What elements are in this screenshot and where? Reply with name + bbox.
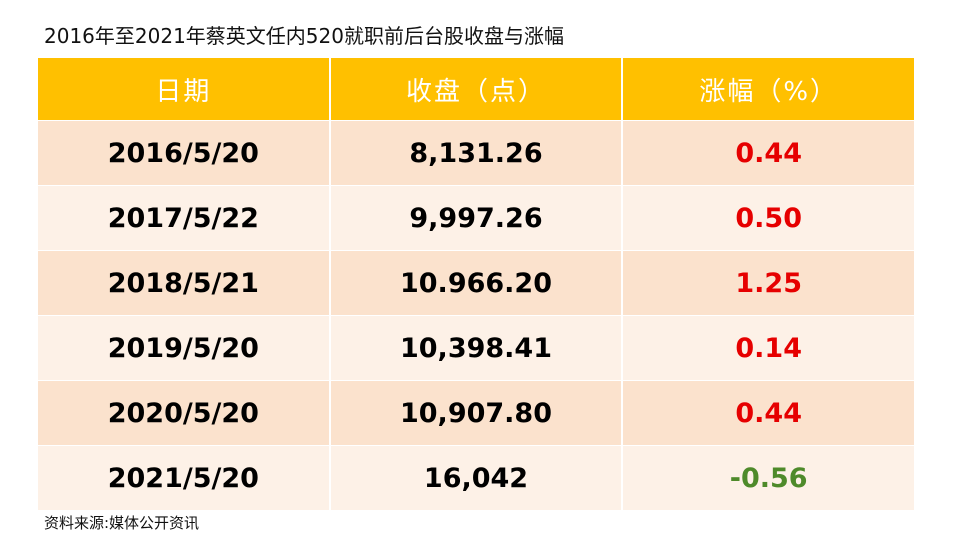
change-cell: 0.44	[735, 397, 802, 429]
change-cell: 0.50	[735, 202, 802, 234]
close-cell: 10.966.20	[331, 251, 624, 315]
table-row: 2018/5/21 10.966.20 1.25	[38, 251, 914, 316]
table-row: 2017/5/22 9,997.26 0.50	[38, 186, 914, 251]
date-cell: 2019/5/20	[38, 316, 331, 380]
title: 2016年至2021年蔡英文任内520就职前后台股收盘与涨幅	[44, 24, 564, 48]
change-cell: 0.14	[735, 332, 802, 364]
date-cell: 2021/5/20	[38, 446, 331, 510]
header-row: 日期 收盘（点） 涨幅（%）	[38, 58, 914, 121]
close-cell: 16,042	[331, 446, 624, 510]
date-cell: 2016/5/20	[38, 121, 331, 185]
close-cell: 8,131.26	[331, 121, 624, 185]
date-cell: 2018/5/21	[38, 251, 331, 315]
table: 日期 收盘（点） 涨幅（%） 2016/5/20 8,131.26 0.44 2017/5/…	[38, 58, 914, 511]
source-note: 资料来源:媒体公开资讯	[44, 514, 200, 532]
table-row: 2016/5/20 8,131.26 0.44	[38, 121, 914, 186]
change-cell: 1.25	[735, 267, 802, 299]
header-cell: 收盘（点）	[331, 58, 624, 120]
header-cell: 日期	[38, 58, 331, 120]
close-cell: 9,997.26	[331, 186, 624, 250]
close-cell: 10,907.80	[331, 381, 624, 445]
date-cell: 2020/5/20	[38, 381, 331, 445]
table-row: 2021/5/20 16,042 -0.56	[38, 446, 914, 511]
date-cell: 2017/5/22	[38, 186, 331, 250]
table-row: 2020/5/20 10,907.80 0.44	[38, 381, 914, 446]
change-cell: 0.44	[735, 137, 802, 169]
table-row: 2019/5/20 10,398.41 0.14	[38, 316, 914, 381]
change-cell: -0.56	[729, 462, 808, 494]
close-cell: 10,398.41	[331, 316, 624, 380]
header-cell: 涨幅（%）	[699, 76, 839, 107]
